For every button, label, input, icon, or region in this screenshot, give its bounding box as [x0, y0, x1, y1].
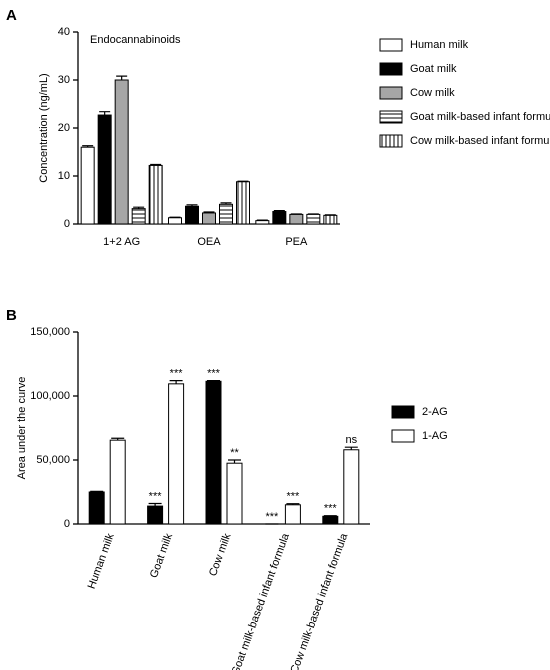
y-axis-label: Area under the curve	[16, 377, 28, 480]
x-tick-label: Human milk	[86, 531, 117, 590]
legend-label: Human milk	[410, 39, 469, 51]
significance-label: ***	[265, 511, 279, 523]
bar	[272, 211, 287, 225]
y-axis-label: Concentration (ng/mL)	[38, 73, 50, 182]
x-tick-label: Goat milk	[148, 531, 175, 579]
bar	[226, 462, 243, 525]
significance-label: ns	[345, 434, 357, 446]
error-bar	[133, 206, 145, 209]
legend-swatch	[379, 134, 403, 148]
bar	[168, 383, 185, 525]
error-bar	[99, 111, 111, 116]
bar	[306, 213, 321, 225]
error-bar	[186, 204, 198, 207]
legend-label: Goat milk	[410, 63, 457, 75]
x-tick-label: Goat milk-based infant formula	[229, 531, 292, 670]
bar	[343, 449, 360, 525]
error-bar	[111, 437, 125, 441]
x-tick-label: PEA	[285, 236, 308, 248]
bar	[168, 217, 182, 225]
bar	[289, 213, 304, 225]
bar	[148, 164, 163, 225]
error-bar	[323, 515, 337, 517]
y-tick-label: 0	[64, 218, 70, 230]
y-tick-label: 40	[58, 26, 70, 38]
error-bar	[273, 209, 285, 212]
y-tick-label: 30	[58, 74, 70, 86]
bar	[202, 212, 216, 225]
legend-swatch	[379, 86, 403, 100]
y-tick-label: 10	[58, 170, 70, 182]
bar	[88, 491, 105, 525]
bar	[255, 220, 270, 225]
legend-swatch	[391, 405, 415, 419]
error-bar	[203, 211, 215, 213]
error-bar	[228, 459, 241, 464]
bar	[109, 439, 126, 525]
bar	[80, 146, 95, 225]
legend-label: 1-AG	[422, 430, 448, 442]
error-bar	[150, 163, 162, 166]
error-bar	[344, 446, 358, 450]
x-tick-label: Cow milk-based infant formula	[288, 531, 350, 670]
error-bar	[148, 502, 162, 507]
legend-label: Goat milk-based infant formula	[410, 111, 550, 123]
legend-swatch	[391, 429, 415, 443]
error-bar	[116, 75, 128, 80]
significance-label: ***	[170, 368, 184, 380]
significance-label: ***	[324, 503, 338, 515]
y-tick-label: 0	[64, 518, 70, 530]
bar	[97, 114, 112, 225]
legend-swatch	[379, 38, 403, 52]
error-bar	[207, 380, 220, 382]
error-bar	[169, 380, 183, 384]
y-tick-label: 150,000	[30, 326, 70, 338]
panel-label: B	[6, 307, 17, 324]
legend-label: 2-AG	[422, 406, 448, 418]
legend-label: Cow milk	[410, 87, 455, 99]
bar	[114, 79, 129, 225]
bar	[185, 205, 199, 225]
y-tick-label: 20	[58, 122, 70, 134]
x-tick-label: 1+2 AG	[103, 236, 140, 248]
error-bar	[220, 202, 232, 205]
x-tick-label: Cow milk	[207, 531, 234, 577]
error-bar	[286, 503, 300, 505]
error-bar	[90, 490, 104, 492]
annotation: Endocannabinoids	[90, 34, 181, 46]
panel-label: A	[6, 7, 17, 24]
y-tick-label: 50,000	[36, 454, 70, 466]
bar	[205, 380, 222, 525]
significance-label: ***	[149, 490, 163, 502]
legend-swatch	[379, 110, 403, 124]
x-tick-label: OEA	[197, 236, 221, 248]
error-bar	[82, 145, 94, 148]
legend-swatch	[379, 62, 403, 76]
significance-label: **	[230, 447, 239, 459]
bar	[284, 504, 301, 525]
significance-label: ***	[286, 491, 300, 503]
bar	[323, 214, 338, 225]
bar	[236, 181, 250, 225]
y-tick-label: 100,000	[30, 390, 70, 402]
bar	[322, 515, 339, 525]
legend-label: Cow milk-based infant formula	[410, 135, 550, 147]
bar	[147, 505, 164, 525]
significance-label: ***	[207, 368, 221, 380]
bar	[219, 203, 233, 225]
bar	[131, 208, 146, 225]
